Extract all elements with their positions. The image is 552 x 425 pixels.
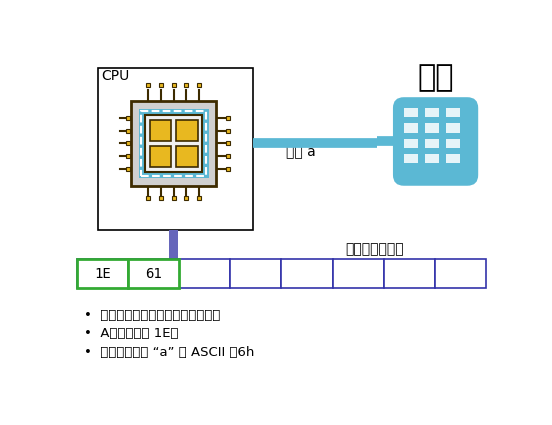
Bar <box>424 154 439 164</box>
Bar <box>176 119 198 141</box>
Bar <box>126 129 130 133</box>
Bar <box>146 83 150 87</box>
Bar <box>126 142 130 145</box>
Bar <box>226 129 230 133</box>
Bar <box>445 108 460 117</box>
Text: 1E: 1E <box>94 266 111 281</box>
Bar <box>172 196 176 200</box>
Bar <box>424 139 439 148</box>
Bar <box>435 259 486 288</box>
Text: 输入 a: 输入 a <box>286 145 316 159</box>
Bar <box>139 109 209 178</box>
Bar <box>131 101 216 186</box>
Bar <box>332 259 384 288</box>
Bar <box>445 154 460 164</box>
Bar <box>176 146 198 167</box>
Bar <box>179 259 230 288</box>
Bar <box>282 259 332 288</box>
Bar <box>150 119 171 141</box>
Bar <box>404 123 418 133</box>
Bar <box>77 259 128 288</box>
Bar <box>159 83 163 87</box>
Bar <box>172 83 176 87</box>
FancyBboxPatch shape <box>393 97 478 186</box>
Text: •  A键的扫描码 1E；: • A键的扫描码 1E； <box>84 327 179 340</box>
Bar <box>445 139 460 148</box>
Bar <box>98 68 253 230</box>
Bar <box>145 115 202 172</box>
Bar <box>445 123 460 133</box>
Text: 键盘: 键盘 <box>417 64 454 93</box>
Bar <box>197 196 201 200</box>
Bar <box>424 108 439 117</box>
Bar <box>146 196 150 200</box>
Bar <box>169 230 178 288</box>
Bar <box>424 123 439 133</box>
Bar <box>226 154 230 158</box>
Bar <box>197 83 201 87</box>
Bar <box>226 116 230 120</box>
Bar <box>184 83 188 87</box>
Bar <box>404 154 418 164</box>
Bar <box>184 196 188 200</box>
Text: 键盘缓冲区为空: 键盘缓冲区为空 <box>345 242 404 256</box>
Text: 61: 61 <box>145 266 162 281</box>
Bar <box>404 139 418 148</box>
Text: CPU: CPU <box>102 69 130 83</box>
Bar <box>226 142 230 145</box>
Bar <box>126 167 130 171</box>
Bar <box>128 259 179 288</box>
Bar <box>226 167 230 171</box>
Bar <box>404 108 418 117</box>
Bar <box>126 154 130 158</box>
Bar <box>77 259 128 288</box>
Bar <box>128 259 179 288</box>
Bar <box>126 116 130 120</box>
Bar <box>159 196 163 200</box>
Bar <box>384 259 435 288</box>
Text: •  没有按下切换键，所以为小写字母: • 没有按下切换键，所以为小写字母 <box>84 309 221 322</box>
Text: •  键盘输入字母 “a” 的 ASCII 碁6h: • 键盘输入字母 “a” 的 ASCII 碁6h <box>84 346 255 359</box>
Bar <box>150 146 171 167</box>
Bar <box>141 111 206 176</box>
Bar <box>230 259 282 288</box>
